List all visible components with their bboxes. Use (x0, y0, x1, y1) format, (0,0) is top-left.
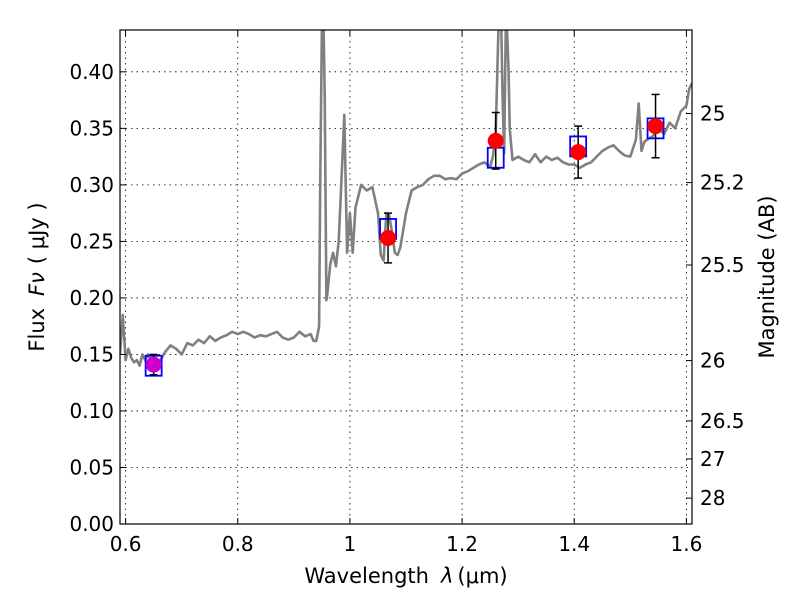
y2-tick-label: 27 (700, 447, 725, 471)
y2-tick-label: 25.5 (700, 253, 745, 277)
observed-flux-point (145, 356, 162, 373)
y-axis-label: FluxFν( μJy ) (25, 202, 49, 351)
y-tick-label: 0.25 (69, 229, 114, 253)
y2-tick-label: 25 (700, 102, 725, 126)
model-spectrum-line (120, 30, 692, 368)
plot-data (120, 30, 692, 377)
y2-axis-label: Magnitude (AB) (755, 195, 779, 358)
x-tick-label: 1.6 (670, 532, 702, 556)
x-axis-label: Wavelength λ (μm) (304, 564, 507, 588)
y-tick-label: 0.35 (69, 116, 114, 140)
y2-tick-label: 26.5 (700, 409, 745, 433)
x-tick-label: 1.4 (558, 532, 590, 556)
x-tick-label: 0.6 (110, 532, 142, 556)
y-tick-label: 0.15 (69, 342, 114, 366)
plot-frame (119, 29, 693, 525)
observed-flux-point (380, 230, 397, 246)
y2-tick-label: 25.2 (700, 171, 745, 195)
y2-tick-label: 28 (700, 486, 725, 510)
y-tick-label: 0.40 (69, 60, 114, 84)
y-tick-label: 0.10 (69, 399, 114, 423)
observed-flux-point (570, 144, 587, 161)
x-tick-label: 1.2 (446, 532, 478, 556)
x-tick-label: 0.8 (222, 532, 254, 556)
y-tick-label: 0.05 (69, 455, 114, 479)
observed-flux-point (487, 132, 504, 149)
observed-flux-point (647, 118, 664, 135)
y2-tick-label: 26 (700, 349, 725, 373)
axis-ticks: 0.6 0.8 1 1.2 1.4 1.6 0.00 0.05 0.10 0.15 0.20 0.25… (69, 30, 745, 556)
x-tick-label: 1 (344, 532, 357, 556)
y-tick-label: 0.00 (69, 512, 114, 536)
y-tick-label: 0.20 (69, 286, 114, 310)
y-tick-label: 0.30 (69, 173, 114, 197)
